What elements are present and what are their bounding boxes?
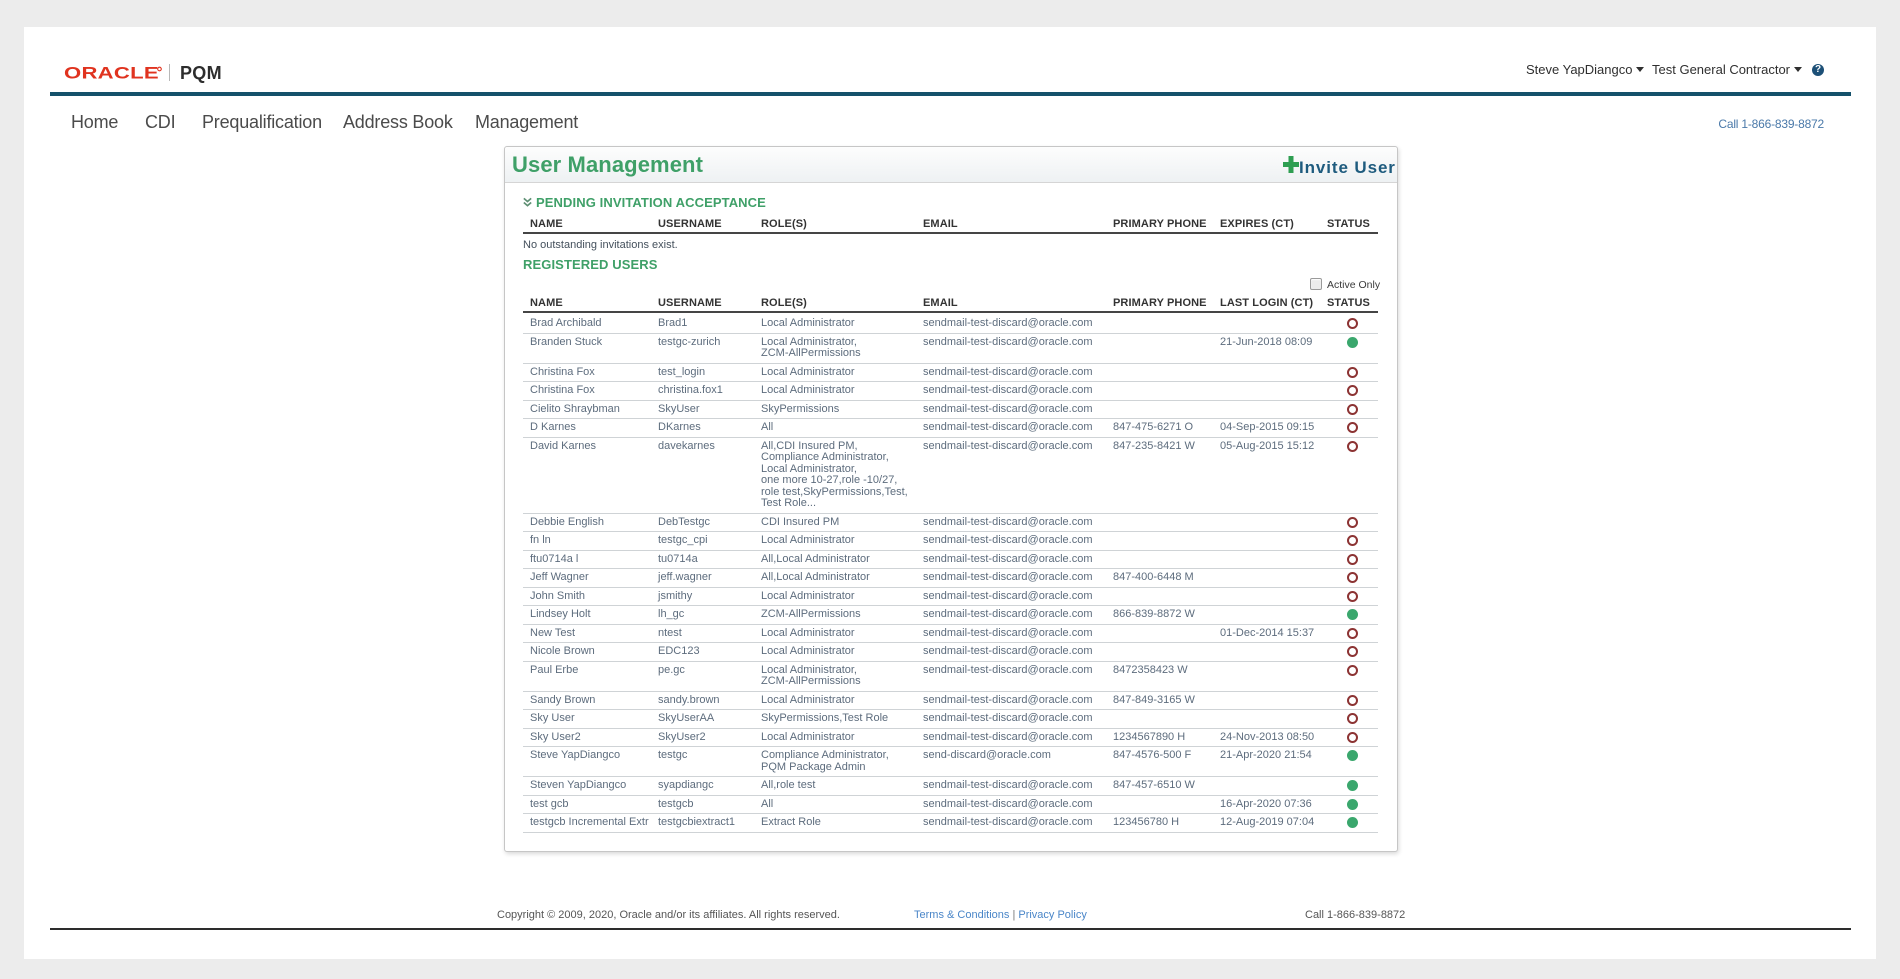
- svg-text:ORACLE: ORACLE: [64, 65, 159, 81]
